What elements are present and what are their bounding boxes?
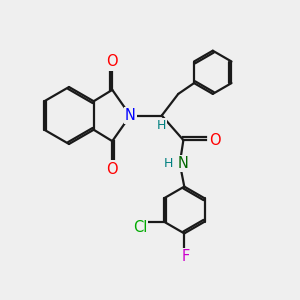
Text: H: H <box>157 118 167 132</box>
Text: O: O <box>106 54 118 69</box>
Text: F: F <box>182 249 190 264</box>
Text: O: O <box>209 133 221 148</box>
Text: N: N <box>178 156 189 171</box>
Text: O: O <box>106 161 118 176</box>
Text: N: N <box>125 108 136 123</box>
Text: Cl: Cl <box>133 220 147 235</box>
Text: H: H <box>164 157 173 170</box>
